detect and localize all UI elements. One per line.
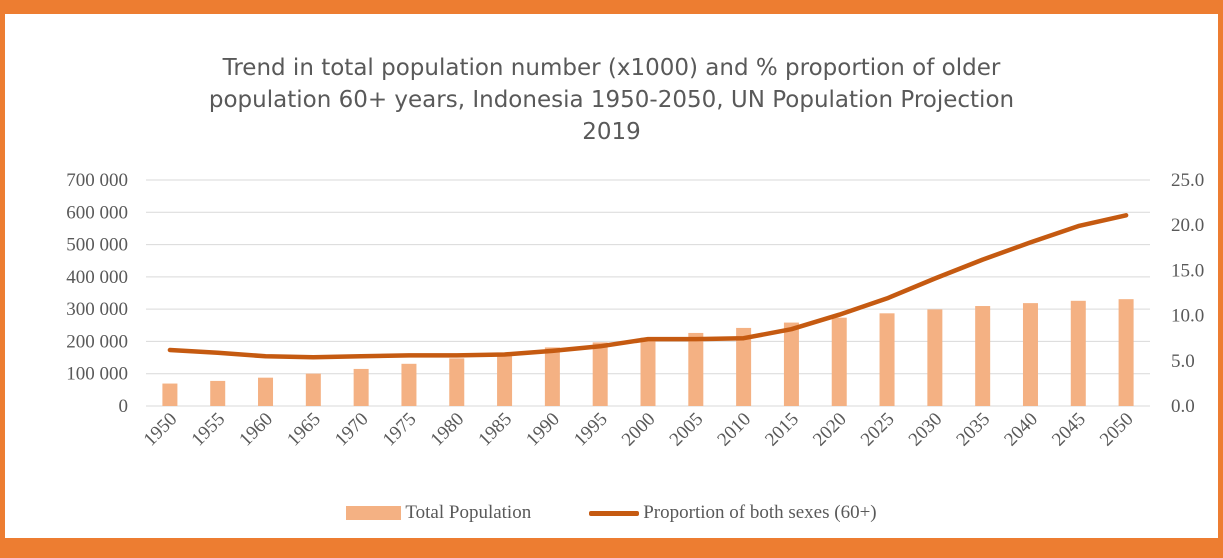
y-right-tick-label: 25.0: [1171, 170, 1204, 191]
bar: [1022, 303, 1038, 406]
legend-swatch-bar: [346, 506, 402, 520]
series-line-proportion-60plus: [167, 213, 1129, 360]
y-right-tick-label: 5.0: [1171, 351, 1195, 372]
bar: [449, 358, 465, 406]
bar: [258, 377, 274, 406]
bar: [1070, 300, 1086, 406]
y-left-tick-label: 100 000: [66, 364, 128, 385]
bar: [162, 383, 178, 406]
chart-title: Trend in total population number (x1000)…: [5, 52, 1218, 148]
bar: [640, 337, 656, 406]
x-tick-label: 2025: [857, 409, 899, 451]
chart-legend: Total Population Proportion of both sexe…: [5, 500, 1218, 526]
y-right-tick-label: 10.0: [1171, 306, 1204, 327]
x-tick-label: 2010: [713, 409, 755, 451]
legend-label: Total Population: [405, 502, 532, 523]
bar: [831, 317, 847, 406]
y-left-tick-label: 300 000: [66, 299, 128, 320]
legend-label: Proportion of both sexes (60+): [643, 502, 877, 523]
bar: [592, 342, 608, 406]
legend-item-total-population: Total Population: [346, 502, 531, 524]
bar: [353, 368, 369, 406]
bar: [1118, 299, 1134, 406]
chart-title-line: Trend in total population number (x1000)…: [222, 55, 1001, 81]
x-tick-label: 2050: [1096, 409, 1138, 451]
bar: [879, 313, 895, 406]
x-tick-label: 1980: [427, 409, 469, 451]
x-tick-label: 1990: [522, 409, 564, 451]
legend-item-proportion-60plus: Proportion of both sexes (60+): [589, 502, 877, 524]
y-left-tick-label: 500 000: [66, 235, 128, 256]
x-tick-label: 1960: [235, 409, 277, 451]
chart-title-line: 2019: [582, 119, 641, 145]
x-tick-label: 2005: [666, 409, 708, 451]
y-left-tick-label: 600 000: [66, 202, 128, 223]
x-tick-label: 2035: [952, 409, 994, 451]
bar: [975, 306, 991, 406]
x-tick-label: 2045: [1048, 409, 1090, 451]
bar: [305, 373, 321, 406]
bar: [783, 322, 799, 406]
x-tick-label: 1955: [188, 409, 230, 451]
y-right-tick-label: 0.0: [1171, 396, 1195, 417]
x-tick-label: 2015: [761, 409, 803, 451]
x-tick-label: 1965: [283, 409, 325, 451]
bar: [544, 347, 560, 406]
bar: [497, 352, 513, 406]
bar: [688, 332, 704, 406]
y-left-tick-label: 400 000: [66, 267, 128, 288]
x-tick-label: 2020: [809, 409, 851, 451]
bar: [927, 309, 943, 406]
bar: [401, 363, 417, 406]
x-tick-label: 1950: [140, 409, 182, 451]
y-left-tick-label: 700 000: [66, 170, 128, 191]
x-tick-label: 2040: [1000, 409, 1042, 451]
bar: [210, 380, 226, 406]
x-tick-label: 2000: [618, 409, 660, 451]
x-tick-label: 1970: [331, 409, 373, 451]
x-tick-label: 1985: [474, 409, 516, 451]
chart-title-line: population 60+ years, Indonesia 1950-205…: [208, 87, 1015, 113]
x-tick-label: 1975: [379, 409, 421, 451]
y-right-tick-label: 15.0: [1171, 260, 1204, 281]
y-left-tick-label: 200 000: [66, 331, 128, 352]
legend-swatch-line: [589, 510, 640, 516]
bar: [736, 327, 752, 406]
x-tick-label: 1995: [570, 409, 612, 451]
x-tick-label: 2030: [905, 409, 947, 451]
y-right-tick-label: 20.0: [1171, 215, 1204, 236]
y-left-tick-label: 0: [119, 396, 129, 417]
